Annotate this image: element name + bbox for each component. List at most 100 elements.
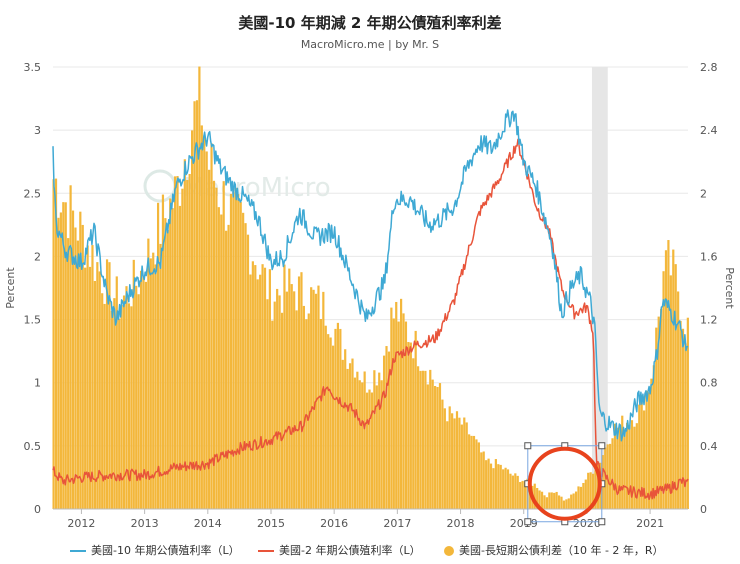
spread-bar bbox=[249, 274, 252, 509]
spread-bar bbox=[222, 181, 225, 509]
x-tick-label: 2020 bbox=[573, 517, 601, 530]
spread-bar bbox=[217, 207, 220, 509]
spread-bar bbox=[589, 472, 592, 509]
spread-bar bbox=[660, 308, 663, 509]
spread-bar bbox=[482, 451, 485, 509]
spread-bar bbox=[681, 328, 685, 509]
right-tick-label: 0.8 bbox=[700, 377, 718, 390]
spread-bar bbox=[577, 486, 580, 509]
spread-bar bbox=[191, 130, 194, 510]
legend-ten-year-label: 美國-10 年期公債殖利率（L） bbox=[91, 544, 240, 557]
spread-bar bbox=[188, 173, 191, 509]
spread-bar bbox=[361, 382, 364, 509]
spread-bar bbox=[300, 272, 303, 509]
selection-handle bbox=[598, 518, 606, 526]
spread-bar bbox=[392, 318, 395, 509]
spread-bar bbox=[611, 438, 614, 509]
spread-bar bbox=[373, 370, 376, 509]
spread-bar bbox=[382, 355, 386, 509]
spread-bar bbox=[677, 291, 680, 509]
spread-bar bbox=[434, 385, 437, 509]
spread-bar bbox=[273, 301, 276, 509]
spread-bar bbox=[438, 383, 442, 509]
spread-bar bbox=[550, 492, 553, 509]
spread-bar bbox=[523, 481, 527, 509]
spread-bar bbox=[390, 307, 393, 509]
spread-bar bbox=[487, 458, 490, 509]
legend-spread[interactable]: 美國-長短期公債利差（10 年 - 2 年，R） bbox=[444, 542, 664, 558]
spread-bar bbox=[562, 500, 566, 509]
spread-bar bbox=[266, 299, 269, 509]
spread-bar bbox=[79, 211, 82, 509]
spread-bar bbox=[536, 487, 539, 509]
legend-ten-year[interactable]: 美國-10 年期公債殖利率（L） bbox=[70, 542, 240, 558]
spread-bar bbox=[399, 298, 403, 509]
spread-bar bbox=[203, 135, 206, 509]
spread-bar bbox=[417, 366, 420, 509]
legend-two-year[interactable]: 美國-2 年期公債殖利率（L） bbox=[258, 542, 421, 558]
spread-bar bbox=[412, 358, 415, 509]
spread-bar bbox=[285, 291, 288, 509]
spread-bar bbox=[115, 276, 118, 509]
spread-bar bbox=[446, 421, 449, 509]
spread-bar bbox=[293, 291, 296, 509]
spread-bar bbox=[553, 492, 556, 509]
selection-handle bbox=[598, 442, 606, 450]
spread-bar bbox=[244, 223, 247, 509]
spread-bar bbox=[156, 202, 160, 510]
spread-bar bbox=[276, 288, 279, 509]
spread-bar bbox=[635, 423, 638, 509]
spread-bar bbox=[672, 249, 675, 509]
spread-bar bbox=[81, 224, 84, 510]
spread-bar bbox=[455, 411, 459, 509]
spread-bar bbox=[643, 410, 646, 509]
x-tick-label: 2013 bbox=[131, 517, 159, 530]
left-tick-label: 2.5 bbox=[24, 187, 42, 200]
spread-bar bbox=[319, 318, 323, 509]
x-tick-label: 2017 bbox=[383, 517, 411, 530]
spread-bar bbox=[404, 321, 408, 509]
spread-bar bbox=[477, 442, 480, 509]
x-tick-label: 2015 bbox=[257, 517, 285, 530]
spread-bar bbox=[341, 359, 344, 509]
spread-bar bbox=[125, 286, 128, 509]
spread-bar bbox=[271, 320, 274, 509]
spread-bar bbox=[407, 342, 410, 509]
spread-bar bbox=[64, 202, 67, 509]
spread-bar bbox=[261, 264, 264, 509]
spread-bar bbox=[91, 245, 94, 509]
spread-bar bbox=[574, 491, 578, 509]
spread-bar bbox=[414, 330, 417, 509]
spread-bar bbox=[686, 317, 689, 509]
x-tick-label: 2012 bbox=[67, 517, 95, 530]
spread-bar bbox=[324, 325, 327, 509]
ten-year-yield-line bbox=[52, 109, 689, 442]
spread-bar bbox=[647, 392, 651, 509]
spread-bar bbox=[480, 452, 483, 509]
spread-bar bbox=[548, 492, 551, 509]
spread-bar bbox=[492, 468, 495, 509]
shade-layer bbox=[591, 67, 608, 509]
spread-bar bbox=[101, 293, 104, 509]
spread-bar bbox=[312, 289, 315, 509]
right-axis-title: Percent bbox=[723, 267, 736, 309]
x-tick-label: 2021 bbox=[636, 517, 664, 530]
spread-bar bbox=[465, 422, 468, 509]
spread-bar bbox=[205, 151, 208, 510]
spread-bar bbox=[380, 380, 383, 509]
spread-bar bbox=[419, 370, 422, 509]
spread-bar bbox=[329, 337, 332, 509]
spread-bar bbox=[71, 210, 75, 510]
spread-bar bbox=[210, 143, 213, 510]
spread-bar bbox=[623, 430, 626, 509]
spread-bar bbox=[297, 276, 301, 509]
spread-bar bbox=[368, 389, 371, 509]
spread-bar bbox=[645, 390, 648, 509]
right-tick-label: 2.4 bbox=[700, 124, 718, 137]
spread-bar bbox=[657, 316, 660, 509]
spread-bar bbox=[608, 443, 612, 509]
x-tick-label: 2019 bbox=[510, 517, 538, 530]
legend-ten-year-swatch bbox=[70, 550, 86, 552]
spread-bar bbox=[288, 268, 291, 509]
spread-bar bbox=[159, 243, 162, 509]
